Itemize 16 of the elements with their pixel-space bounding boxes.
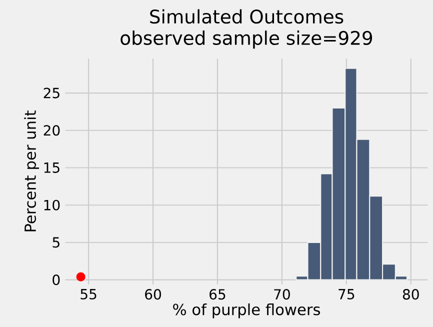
y-tick-label: 10 [44, 200, 60, 210]
y-axis-title: Percent per unit [24, 110, 39, 232]
y-tick-label: 20 [44, 125, 60, 136]
x-tick-label: 55 [80, 289, 96, 300]
chart-subtitle: observed sample size=929 [120, 30, 372, 49]
y-tick-label: 0 [52, 274, 60, 286]
chart-title: Simulated Outcomes [150, 9, 344, 24]
y-tick-label: 5 [52, 237, 60, 248]
x-tick-label: 65 [210, 289, 226, 300]
x-tick-label: 75 [338, 289, 354, 300]
y-tick-label: 15 [44, 162, 60, 173]
x-tick-label: 60 [145, 289, 161, 300]
y-tick-label: 25 [44, 88, 60, 98]
x-tick-label: 70 [274, 289, 290, 300]
x-tick-label: 80 [402, 289, 419, 300]
x-axis-title: % of purple flowers [173, 303, 320, 318]
